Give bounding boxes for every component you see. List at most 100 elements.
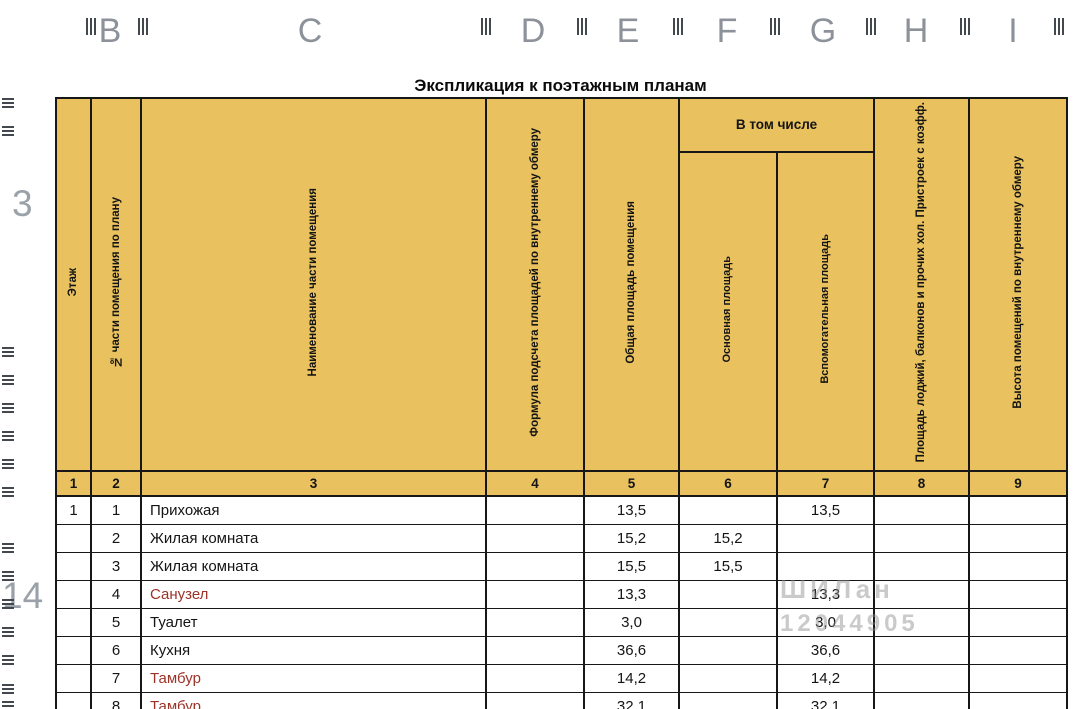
column-grip-icon[interactable] (960, 18, 970, 35)
cell-aux-area[interactable]: 13,3 (775, 579, 876, 609)
cell-loggia[interactable] (873, 523, 971, 553)
cell-formula[interactable] (485, 691, 585, 709)
cell-height[interactable] (968, 579, 1069, 609)
cell-total-area[interactable]: 15,2 (583, 523, 680, 553)
header-part-number[interactable]: № части помещения по плану (90, 96, 142, 473)
cell-main-area[interactable] (678, 691, 778, 709)
column-number-1[interactable]: 1 (55, 470, 92, 498)
column-letter-D[interactable]: D (520, 12, 546, 50)
column-grip-icon[interactable] (481, 18, 491, 35)
column-letter-C[interactable]: C (297, 12, 323, 50)
header-total-area[interactable]: Общая площадь помещения (583, 96, 680, 473)
cell-height[interactable] (968, 607, 1069, 637)
cell-height[interactable] (968, 523, 1069, 553)
cell-loggia[interactable] (873, 663, 971, 693)
cell-main-area[interactable] (678, 663, 778, 693)
cell-total-area[interactable]: 14,2 (583, 663, 680, 693)
row-grip-icon[interactable] (2, 126, 14, 136)
column-number-9[interactable]: 9 (968, 470, 1069, 498)
cell-formula[interactable] (485, 663, 585, 693)
column-number-2[interactable]: 2 (90, 470, 142, 498)
cell-part-number[interactable]: 1 (90, 495, 142, 525)
row-grip-icon[interactable] (2, 701, 14, 709)
cell-main-area[interactable]: 15,5 (678, 551, 778, 581)
cell-height[interactable] (968, 495, 1069, 525)
row-grip-icon[interactable] (2, 684, 14, 694)
cell-room-name[interactable]: Прихожая (140, 495, 487, 525)
cell-main-area[interactable] (678, 579, 778, 609)
cell-loggia[interactable] (873, 495, 971, 525)
cell-height[interactable] (968, 691, 1069, 709)
cell-aux-area[interactable]: 36,6 (775, 635, 876, 665)
column-grip-icon[interactable] (86, 18, 96, 35)
column-grip-icon[interactable] (770, 18, 780, 35)
row-grip-icon[interactable] (2, 627, 14, 637)
row-grip-icon[interactable] (2, 98, 14, 108)
row-grip-icon[interactable] (2, 571, 14, 581)
cell-floor[interactable] (55, 579, 92, 609)
column-number-7[interactable]: 7 (775, 470, 876, 498)
header-including[interactable]: В том числе (677, 97, 876, 153)
column-number-6[interactable]: 6 (678, 470, 778, 498)
cell-formula[interactable] (485, 495, 585, 525)
cell-room-name[interactable]: Санузел (140, 579, 487, 609)
cell-part-number[interactable]: 6 (90, 635, 142, 665)
header-floor[interactable]: Этаж (55, 96, 92, 473)
cell-floor[interactable]: 1 (55, 495, 92, 525)
row-grip-icon[interactable] (2, 375, 14, 385)
cell-floor[interactable] (55, 607, 92, 637)
cell-room-name[interactable]: Кухня (140, 635, 487, 665)
cell-aux-area[interactable]: 14,2 (775, 663, 876, 693)
cell-main-area[interactable]: 15,2 (678, 523, 778, 553)
cell-main-area[interactable] (678, 635, 778, 665)
cell-loggia[interactable] (873, 551, 971, 581)
header-loggia[interactable]: Площадь лоджий, балконов и прочих хол. П… (873, 96, 971, 473)
cell-formula[interactable] (485, 551, 585, 581)
column-number-4[interactable]: 4 (485, 470, 585, 498)
header-aux-area[interactable]: Вспомогательная площадь (775, 150, 876, 473)
column-grip-icon[interactable] (673, 18, 683, 35)
column-grip-icon[interactable] (138, 18, 148, 35)
cell-floor[interactable] (55, 635, 92, 665)
row-grip-icon[interactable] (2, 403, 14, 413)
header-main-area[interactable]: Основная площадь (678, 150, 778, 473)
cell-aux-area[interactable]: 13,5 (775, 495, 876, 525)
column-number-8[interactable]: 8 (873, 470, 971, 498)
row-grip-icon[interactable] (2, 347, 14, 357)
row-grip-icon[interactable] (2, 599, 14, 609)
cell-total-area[interactable]: 13,5 (583, 495, 680, 525)
cell-floor[interactable] (55, 663, 92, 693)
row-number-3[interactable]: 3 (12, 183, 33, 224)
column-grip-icon[interactable] (1054, 18, 1064, 35)
cell-height[interactable] (968, 551, 1069, 581)
cell-part-number[interactable]: 4 (90, 579, 142, 609)
cell-formula[interactable] (485, 635, 585, 665)
header-room-name[interactable]: Наименование части помещения (140, 96, 487, 473)
cell-part-number[interactable]: 7 (90, 663, 142, 693)
cell-main-area[interactable] (678, 607, 778, 637)
column-letter-F[interactable]: F (716, 12, 738, 50)
cell-total-area[interactable]: 36,6 (583, 635, 680, 665)
cell-formula[interactable] (485, 523, 585, 553)
cell-aux-area[interactable] (775, 523, 876, 553)
header-formula[interactable]: Формула подсчета площадей по внутреннему… (485, 96, 585, 473)
cell-room-name[interactable]: Туалет (140, 607, 487, 637)
cell-loggia[interactable] (873, 635, 971, 665)
cell-floor[interactable] (55, 691, 92, 709)
cell-part-number[interactable]: 8 (90, 691, 142, 709)
cell-aux-area[interactable] (775, 551, 876, 581)
cell-loggia[interactable] (873, 691, 971, 709)
column-grip-icon[interactable] (866, 18, 876, 35)
cell-total-area[interactable]: 32,1 (583, 691, 680, 709)
cell-formula[interactable] (485, 579, 585, 609)
row-grip-icon[interactable] (2, 655, 14, 665)
cell-aux-area[interactable]: 32,1 (775, 691, 876, 709)
row-grip-icon[interactable] (2, 543, 14, 553)
row-grip-icon[interactable] (2, 431, 14, 441)
cell-height[interactable] (968, 663, 1069, 693)
cell-room-name[interactable]: Тамбур (140, 691, 487, 709)
cell-aux-area[interactable]: 3,0 (775, 607, 876, 637)
cell-floor[interactable] (55, 523, 92, 553)
header-height[interactable]: Высота помещений по внутреннему обмеру (968, 96, 1069, 473)
cell-formula[interactable] (485, 607, 585, 637)
